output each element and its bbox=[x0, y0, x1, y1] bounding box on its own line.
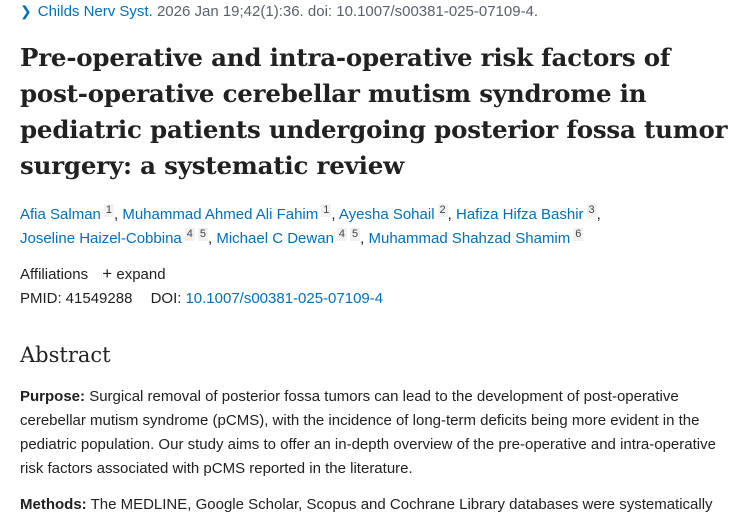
purpose-text: Surgical removal of posterior fossa tumo… bbox=[20, 388, 716, 477]
author-link[interactable]: Joseline Haizel-Cobbina bbox=[20, 230, 182, 247]
affiliations-label: Affiliations bbox=[20, 266, 89, 283]
purpose-label: Purpose: bbox=[20, 388, 86, 405]
abstract-purpose: Purpose: Surgical removal of posterior f… bbox=[20, 385, 735, 481]
affiliation-ref[interactable]: 2 bbox=[437, 204, 448, 217]
doi-label: DOI: bbox=[150, 290, 182, 307]
doi-link[interactable]: 10.1007/s00381-025-07109-4 bbox=[185, 290, 384, 307]
pmid-value: 41549288 bbox=[65, 290, 133, 307]
affiliation-ref[interactable]: 4 bbox=[336, 228, 348, 241]
affiliations-toggle[interactable]: Affiliations + expand bbox=[20, 264, 166, 284]
methods-label: Methods: bbox=[20, 496, 87, 513]
abstract-body: Purpose: Surgical removal of posterior f… bbox=[20, 385, 735, 517]
identifiers: PMID: 41549288 DOI: 10.1007/s00381-025-071… bbox=[20, 290, 383, 307]
abstract-heading: Abstract bbox=[20, 343, 111, 367]
author-link[interactable]: Muhammad Ahmed Ali Fahim bbox=[122, 206, 319, 223]
author-link[interactable]: Hafiza Hifza Bashir bbox=[456, 206, 584, 223]
author-link[interactable]: Ayesha Sohail bbox=[338, 206, 435, 223]
author-list: Afia Salman 1, Muhammad Ahmed Ali Fahim 1,… bbox=[20, 204, 601, 247]
chevron-right-icon[interactable]: ❯ bbox=[20, 3, 32, 19]
citation: ❯ Childs Nerv Syst. 2026 Jan 19;42(1):36.… bbox=[20, 3, 538, 20]
affiliation-ref[interactable]: 6 bbox=[573, 228, 584, 241]
abstract-methods: Methods: The MEDLINE, Google Scholar, Sc… bbox=[20, 493, 735, 517]
methods-text: The MEDLINE, Google Scholar, Scopus and … bbox=[90, 496, 713, 513]
author-link[interactable]: Michael C Dewan bbox=[216, 230, 334, 247]
affiliation-ref[interactable]: 5 bbox=[197, 228, 209, 241]
author-link[interactable]: Muhammad Shahzad Shamim bbox=[368, 230, 571, 247]
pmid-label: PMID: bbox=[20, 290, 62, 307]
journal-link[interactable]: Childs Nerv Syst. bbox=[37, 3, 153, 20]
affiliation-ref[interactable]: 3 bbox=[586, 204, 597, 217]
citation-details: 2026 Jan 19;42(1):36. doi: 10.1007/s0038… bbox=[156, 3, 539, 20]
author-link[interactable]: Afia Salman bbox=[20, 206, 101, 223]
affiliation-ref[interactable]: 1 bbox=[321, 204, 332, 217]
expand-label[interactable]: expand bbox=[116, 266, 166, 283]
plus-icon: + bbox=[102, 264, 113, 283]
affiliation-ref[interactable]: 4 bbox=[184, 228, 195, 241]
article-title: Pre-operative and intra-operative risk f… bbox=[20, 43, 728, 180]
affiliation-ref[interactable]: 1 bbox=[103, 204, 114, 217]
affiliation-ref[interactable]: 5 bbox=[350, 228, 361, 241]
